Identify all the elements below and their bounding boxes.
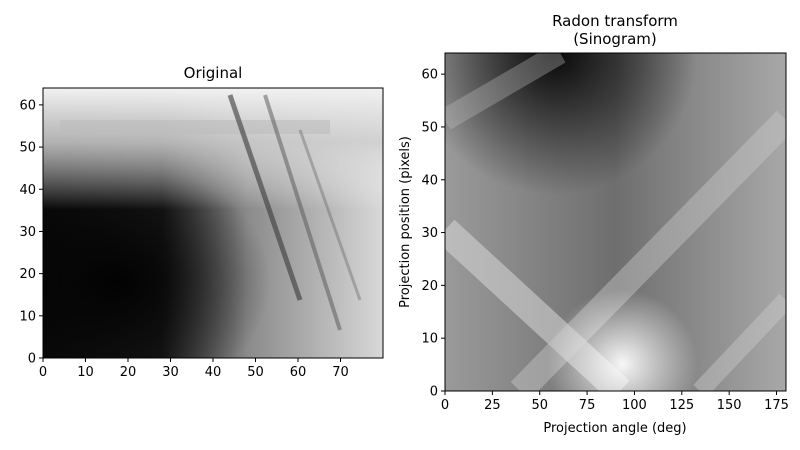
original-y-tick-label-60: 60 <box>19 98 36 113</box>
original-y-tick-label-40: 40 <box>19 183 36 198</box>
original-x-tick-label-40: 40 <box>205 365 222 380</box>
original-x-axis: 0 10 20 30 40 50 60 70 <box>39 358 349 380</box>
original-x-tick-label-20: 20 <box>120 365 137 380</box>
sinogram-y-tick-label-10: 10 <box>421 332 438 347</box>
sinogram-y-axis-label: Projection position (pixels) <box>398 136 413 308</box>
sinogram-y-tick-label-40: 40 <box>421 173 438 188</box>
original-x-tick-label-70: 70 <box>332 365 349 380</box>
original-x-tick-label-30: 30 <box>162 365 179 380</box>
sinogram-x-tick-label-75: 75 <box>579 398 596 413</box>
sinogram-y-tick-label-50: 50 <box>421 120 438 135</box>
sinogram-y-tick-label-60: 60 <box>421 68 438 83</box>
sinogram-x-tick-label-100: 100 <box>622 398 647 413</box>
original-y-tick-label-30: 30 <box>19 225 36 240</box>
original-image <box>43 88 383 358</box>
sinogram-x-tick-label-0: 0 <box>441 398 449 413</box>
original-y-axis: 0 10 20 30 40 50 60 <box>19 98 43 367</box>
sinogram-title-line-2: (Sinogram) <box>573 30 657 48</box>
sinogram-panel: Radon transform (Sinogram) 0 25 50 75 100 125… <box>398 12 789 436</box>
sinogram-x-tick-label-150: 150 <box>717 398 742 413</box>
sinogram-x-tick-label-125: 125 <box>669 398 694 413</box>
sinogram-frame <box>444 52 787 392</box>
original-y-tick-label-10: 10 <box>19 309 36 324</box>
original-panel: Original 0 10 20 30 40 50 60 70 0 10 20 30 40 50 60 <box>19 64 384 380</box>
sinogram-image <box>445 53 786 391</box>
original-title: Original <box>184 64 243 82</box>
sinogram-y-axis: 0 10 20 30 40 50 60 <box>421 68 445 400</box>
sinogram-x-tick-label-50: 50 <box>531 398 548 413</box>
original-y-tick-label-0: 0 <box>28 352 36 367</box>
sinogram-y-tick-label-20: 20 <box>421 279 438 294</box>
sinogram-y-tick-label-0: 0 <box>430 385 438 400</box>
original-y-tick-label-20: 20 <box>19 267 36 282</box>
original-x-tick-label-0: 0 <box>39 365 47 380</box>
sinogram-x-axis-label: Projection angle (deg) <box>543 421 686 436</box>
sinogram-x-tick-label-25: 25 <box>484 398 501 413</box>
original-x-tick-label-10: 10 <box>77 365 94 380</box>
sinogram-title-line-1: Radon transform <box>552 12 678 30</box>
original-x-tick-label-50: 50 <box>247 365 264 380</box>
original-y-tick-label-50: 50 <box>19 141 36 156</box>
sinogram-x-tick-label-175: 175 <box>764 398 789 413</box>
original-x-tick-label-60: 60 <box>290 365 307 380</box>
sinogram-y-tick-label-30: 30 <box>421 226 438 241</box>
sinogram-x-axis: 0 25 50 75 100 125 150 175 <box>441 391 789 413</box>
